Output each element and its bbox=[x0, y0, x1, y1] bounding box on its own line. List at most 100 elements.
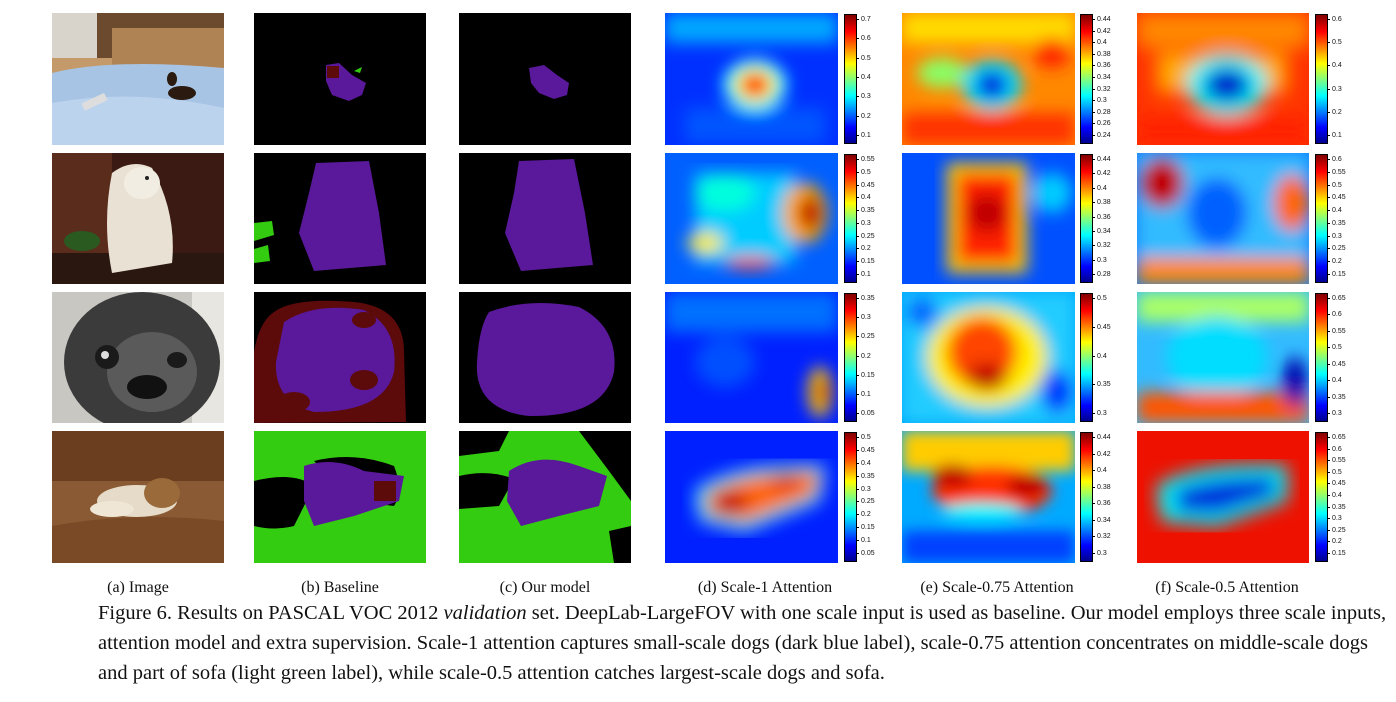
colorbar-tick-row2-e: 0.3 bbox=[1092, 256, 1107, 264]
colorbar-tick-row4-d: 0.4 bbox=[856, 459, 871, 467]
colorbar-row3-f bbox=[1315, 293, 1328, 422]
scale1-attention-row4 bbox=[665, 431, 838, 563]
colorbar-tick-row1-f: 0.2 bbox=[1327, 108, 1342, 116]
colorbar-row1-d bbox=[844, 14, 857, 144]
colorbar-tick-row3-f: 0.45 bbox=[1327, 360, 1346, 368]
colorbar-row1-f bbox=[1315, 14, 1328, 144]
caption-prefix: Figure 6. Results on PASCAL VOC 2012 bbox=[98, 602, 444, 624]
scale075-attention-row1 bbox=[902, 13, 1075, 145]
colorbar-tick-row4-f: 0.3 bbox=[1327, 515, 1342, 523]
scale075-attention-row3 bbox=[902, 292, 1075, 423]
colorbar-tick-row1-e: 0.4 bbox=[1092, 39, 1107, 47]
baseline-seg-row1 bbox=[254, 13, 426, 145]
colorbar-tick-row1-e: 0.3 bbox=[1092, 97, 1107, 105]
colorbar-tick-row3-e: 0.3 bbox=[1092, 410, 1107, 417]
colorbar-tick-row1-f: 0.1 bbox=[1327, 132, 1342, 139]
colorbar-tick-row2-d: 0.1 bbox=[856, 271, 871, 278]
baseline-seg-row2 bbox=[254, 153, 426, 284]
colorbar-tick-row3-f: 0.6 bbox=[1327, 311, 1342, 319]
colorbar-tick-row3-d: 0.25 bbox=[856, 333, 875, 341]
scale1-attention-row1 bbox=[665, 13, 838, 145]
colorbar-tick-row4-f: 0.5 bbox=[1327, 468, 1342, 476]
colorbar-tick-row3-d: 0.2 bbox=[856, 352, 871, 360]
colorbar-tick-row1-d: 0.3 bbox=[856, 93, 871, 101]
column-label-scale075: (e) Scale-0.75 Attention bbox=[920, 579, 1074, 596]
colorbar-tick-row4-d: 0.25 bbox=[856, 498, 875, 506]
colorbar-tick-row2-e: 0.4 bbox=[1092, 184, 1107, 192]
colorbar-tick-row2-e: 0.38 bbox=[1092, 199, 1111, 207]
photo-row1-dog-on-bed bbox=[52, 13, 224, 145]
colorbar-tick-row3-d: 0.35 bbox=[856, 295, 875, 302]
colorbar-row2-d bbox=[844, 154, 857, 283]
colorbar-tick-row4-e: 0.44 bbox=[1092, 434, 1111, 441]
colorbar-tick-row2-d: 0.25 bbox=[856, 232, 875, 240]
scale1-attention-row3 bbox=[665, 292, 838, 423]
colorbar-tick-row3-d: 0.1 bbox=[856, 390, 871, 398]
column-label-image: (a) Image bbox=[107, 579, 169, 596]
colorbar-tick-row1-d: 0.6 bbox=[856, 35, 871, 43]
colorbar-tick-row1-e: 0.24 bbox=[1092, 132, 1111, 139]
colorbar-tick-row3-e: 0.4 bbox=[1092, 352, 1107, 360]
column-label-scale1: (d) Scale-1 Attention bbox=[697, 579, 833, 596]
colorbar-row4-e bbox=[1080, 432, 1093, 562]
colorbar-tick-row2-d: 0.35 bbox=[856, 207, 875, 215]
colorbar-tick-row4-d: 0.5 bbox=[856, 434, 871, 441]
scale075-attention-row4 bbox=[902, 431, 1075, 563]
colorbar-tick-row4-d: 0.35 bbox=[856, 472, 875, 480]
colorbar-tick-row1-e: 0.32 bbox=[1092, 85, 1111, 93]
colorbar-tick-row3-d: 0.15 bbox=[856, 371, 875, 379]
colorbar-tick-row2-f: 0.2 bbox=[1327, 258, 1342, 266]
baseline-seg-row3 bbox=[254, 292, 426, 423]
colorbar-tick-row2-e: 0.42 bbox=[1092, 170, 1111, 178]
colorbar-tick-row4-e: 0.4 bbox=[1092, 467, 1107, 475]
colorbar-tick-row2-d: 0.3 bbox=[856, 219, 871, 227]
colorbar-tick-row3-f: 0.5 bbox=[1327, 344, 1342, 352]
colorbar-tick-row2-d: 0.5 bbox=[856, 168, 871, 176]
colorbar-tick-row3-f: 0.35 bbox=[1327, 393, 1346, 401]
colorbar-tick-row2-d: 0.4 bbox=[856, 194, 871, 202]
column-label-baseline: (b) Baseline bbox=[301, 579, 379, 596]
figure-grid: 0.7 0.6 0.5 0.4 0.3 0.2 0.1 0.44 0.42 0.4 0.38 0.36… bbox=[52, 13, 1346, 563]
colorbar-tick-row1-d: 0.1 bbox=[856, 132, 871, 139]
colorbar-tick-row3-f: 0.3 bbox=[1327, 410, 1342, 417]
colorbar-tick-row4-f: 0.6 bbox=[1327, 445, 1342, 453]
colorbar-row3-d bbox=[844, 293, 857, 422]
our-model-seg-row3 bbox=[459, 292, 631, 423]
caption-rest: set. DeepLab-LargeFOV with one scale inp… bbox=[98, 602, 1387, 684]
colorbar-tick-row1-e: 0.34 bbox=[1092, 74, 1111, 81]
colorbar-tick-row2-f: 0.55 bbox=[1327, 168, 1346, 176]
caption-italic: validation bbox=[443, 602, 527, 624]
colorbar-tick-row1-d: 0.4 bbox=[856, 74, 871, 81]
colorbar-row2-e bbox=[1080, 154, 1093, 283]
colorbar-tick-row2-e: 0.44 bbox=[1092, 156, 1111, 163]
our-model-seg-row2 bbox=[459, 153, 631, 284]
colorbar-tick-row2-f: 0.15 bbox=[1327, 271, 1346, 278]
colorbar-tick-row4-d: 0.1 bbox=[856, 537, 871, 545]
colorbar-tick-row1-e: 0.38 bbox=[1092, 50, 1111, 58]
colorbar-tick-row4-f: 0.35 bbox=[1327, 503, 1346, 511]
colorbar-tick-row4-f: 0.25 bbox=[1327, 526, 1346, 534]
colorbar-tick-row4-d: 0.2 bbox=[856, 511, 871, 519]
scale05-attention-row4 bbox=[1137, 431, 1309, 563]
colorbar-tick-row2-f: 0.5 bbox=[1327, 181, 1342, 189]
colorbar-row3-e bbox=[1080, 293, 1093, 422]
colorbar-tick-row2-d: 0.55 bbox=[856, 156, 875, 163]
colorbar-tick-row4-e: 0.38 bbox=[1092, 483, 1111, 491]
colorbar-tick-row1-f: 0.3 bbox=[1327, 85, 1342, 93]
colorbar-tick-row1-d: 0.7 bbox=[856, 16, 871, 23]
colorbar-tick-row1-e: 0.42 bbox=[1092, 27, 1111, 35]
colorbar-tick-row3-d: 0.3 bbox=[856, 314, 871, 322]
colorbar-tick-row3-e: 0.5 bbox=[1092, 295, 1107, 302]
colorbar-tick-row4-f: 0.2 bbox=[1327, 538, 1342, 546]
colorbar-tick-row2-f: 0.45 bbox=[1327, 194, 1346, 202]
colorbar-tick-row4-f: 0.65 bbox=[1327, 434, 1346, 441]
colorbar-tick-row3-f: 0.65 bbox=[1327, 295, 1346, 302]
colorbar-tick-row4-d: 0.05 bbox=[856, 550, 875, 557]
colorbar-tick-row4-e: 0.3 bbox=[1092, 550, 1107, 557]
colorbar-tick-row1-d: 0.2 bbox=[856, 112, 871, 120]
colorbar-tick-row4-e: 0.36 bbox=[1092, 500, 1111, 508]
colorbar-row4-d bbox=[844, 432, 857, 562]
colorbar-tick-row3-e: 0.35 bbox=[1092, 381, 1111, 389]
scale05-attention-row2 bbox=[1137, 153, 1309, 284]
scale075-attention-row2 bbox=[902, 153, 1075, 284]
